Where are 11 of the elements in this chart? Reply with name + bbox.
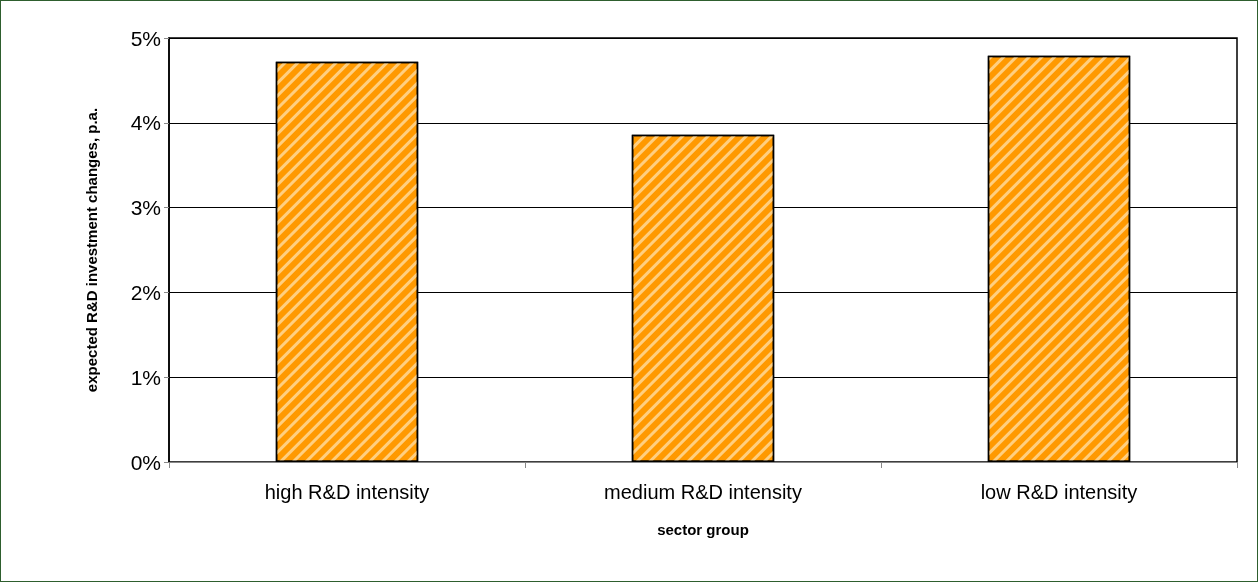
x-tick-label: medium R&D intensity xyxy=(604,481,802,503)
x-axis-title: sector group xyxy=(657,521,749,538)
y-tick-label: 2% xyxy=(130,280,161,304)
x-tick-label: low R&D intensity xyxy=(980,481,1138,503)
y-tick-label: 4% xyxy=(130,111,161,135)
y-tick-label: 0% xyxy=(130,450,161,474)
x-tick-label: high R&D intensity xyxy=(264,481,430,503)
y-tick-label: 5% xyxy=(130,26,161,50)
y-tick-label: 1% xyxy=(130,365,161,389)
y-tick-label: 3% xyxy=(130,196,161,220)
y-axis-title: expected R&D investment changes, p.a. xyxy=(83,107,100,393)
